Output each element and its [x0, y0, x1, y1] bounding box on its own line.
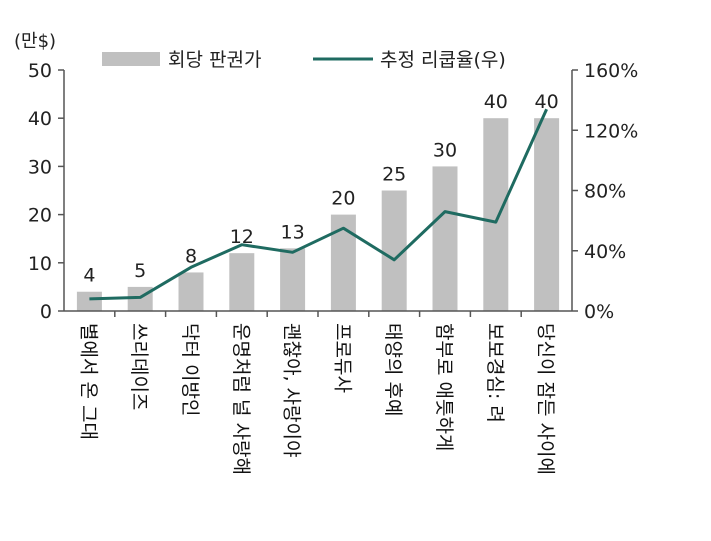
bar-data-label-5: 13 — [281, 221, 305, 243]
bar-data-label-8: 30 — [433, 139, 457, 161]
category-label-2: 쓰리데이즈 — [128, 323, 150, 410]
bar-10 — [534, 118, 560, 311]
bar-data-label-6: 20 — [331, 188, 355, 210]
left-tick-label-1: 10 — [28, 253, 52, 275]
legend-line-label: 추정 리쿱율(우) — [380, 49, 506, 71]
right-tick-label-4: 160% — [584, 60, 638, 82]
category-label-1: 별에서 온 그대 — [77, 323, 99, 440]
bar-data-label-7: 25 — [382, 164, 406, 186]
left-tick-label-2: 20 — [28, 205, 52, 227]
bar-9 — [483, 118, 509, 311]
left-tick-label-3: 30 — [28, 156, 52, 178]
bar-data-label-4: 12 — [230, 226, 254, 248]
legend-bar-label: 회당 판권가 — [168, 49, 261, 71]
category-label-3: 닥터 이방인 — [179, 323, 201, 416]
bar-data-label-2: 5 — [134, 260, 146, 282]
left-axis-unit-label: (만$) — [14, 31, 56, 52]
bar-1 — [76, 291, 102, 311]
bar-data-label-9: 40 — [484, 91, 508, 113]
category-label-4: 운명처럼 널 사랑해 — [230, 323, 252, 475]
category-label-7: 태양의 후예 — [382, 323, 404, 416]
plot-area: 4 5 8 12 13 20 25 30 40 40 0 10 20 30 40 50 0% 40% 80% 120%… — [28, 60, 639, 475]
right-tick-label-3: 120% — [584, 120, 638, 142]
left-tick-label-5: 50 — [28, 60, 52, 82]
bar-4 — [229, 253, 255, 311]
bar-3 — [178, 272, 204, 311]
line-series-recoup-rate — [89, 108, 548, 301]
category-label-5: 괜찮아, 사랑이야 — [281, 323, 303, 457]
legend: 회당 판권가 추정 리쿱율(우) — [102, 49, 506, 71]
bar-8 — [432, 166, 458, 311]
bar-data-label-1: 4 — [83, 265, 95, 287]
bar-5 — [280, 248, 306, 311]
right-tick-label-2: 80% — [584, 181, 626, 203]
category-label-6: 프로듀사 — [331, 323, 353, 393]
bar-data-label-3: 8 — [185, 245, 197, 267]
right-tick-label-0: 0% — [584, 301, 614, 323]
category-label-10: 당신이 잠든 사이에 — [535, 323, 557, 475]
legend-bar-swatch — [102, 52, 160, 66]
left-tick-label-4: 40 — [28, 108, 52, 130]
category-label-8: 함부로 애틋하게 — [433, 323, 455, 451]
category-label-9: 보보경심: 려 — [484, 323, 506, 423]
left-tick-label-0: 0 — [40, 301, 52, 323]
right-tick-label-1: 40% — [584, 241, 626, 263]
bar-data-label-10: 40 — [535, 91, 559, 113]
